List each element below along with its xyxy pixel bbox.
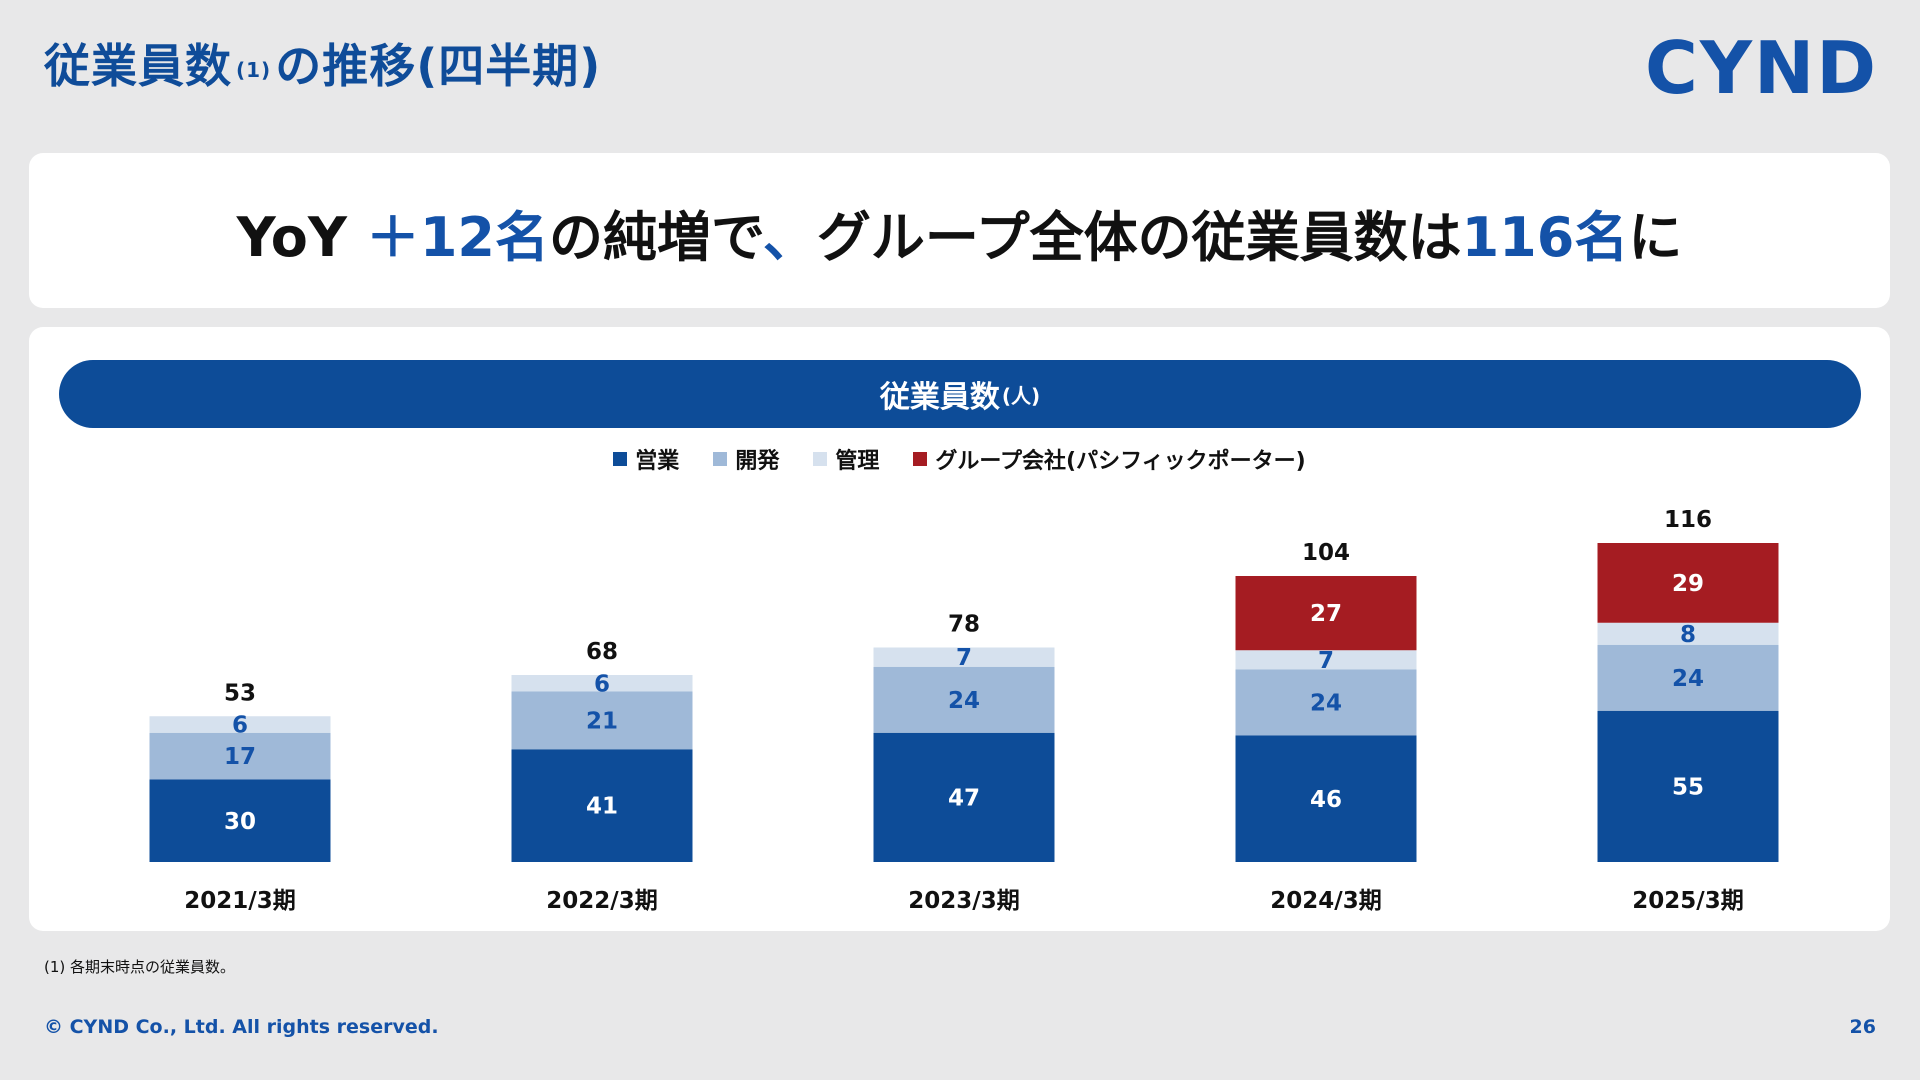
bar-value-label-admin-0: 6 — [232, 713, 248, 739]
headline-part7: に — [1628, 206, 1683, 269]
bar-admin-4 — [1597, 622, 1779, 645]
chart-card: 従業員数 (人) 営業 開発 管理 グループ会社(パシフィックポーター) 30 17… — [29, 327, 1890, 931]
bar-value-label-admin-3: 7 — [1318, 648, 1334, 674]
chart-unit: (人) — [1001, 383, 1041, 408]
bar-value-label-dev-0: 17 — [224, 744, 256, 770]
bar-admin-0 — [149, 716, 331, 733]
page-title: 従業員数 (1)の推移(四半期) — [44, 30, 601, 96]
legend-label-dev: 開発 — [735, 449, 780, 474]
bar-value-label-group-4: 29 — [1672, 571, 1704, 597]
legend-label-admin: 管理 — [835, 449, 880, 474]
headline-yoy-increase: ＋12名 — [365, 206, 549, 269]
bar-sales-1 — [511, 749, 693, 862]
headline-total: 116名 — [1461, 206, 1629, 269]
stacked-bar-chart: 30176532021/3期41216682022/3期47247782023/… — [149, 507, 1779, 914]
legend-swatch-sales — [613, 452, 628, 466]
x-tick-label-2: 2023/3期 — [908, 888, 1019, 914]
legend-swatch-dev — [713, 452, 728, 466]
chart-title-banner: 従業員数 (人) — [59, 360, 1861, 428]
bar-group-3 — [1235, 576, 1417, 651]
copyright: © CYND Co., Ltd. All rights reserved. — [44, 1016, 439, 1038]
legend-item-sales: 営業 — [613, 443, 679, 475]
legend-item-admin: 管理 — [813, 443, 879, 475]
bar-dev-3 — [1235, 669, 1417, 736]
bar-total-label-2: 78 — [948, 612, 980, 638]
bar-dev-2 — [873, 666, 1055, 733]
bar-sales-3 — [1235, 735, 1417, 862]
x-tick-label-3: 2024/3期 — [1270, 888, 1381, 914]
headline-part1: YoY — [236, 206, 348, 269]
bar-dev-1 — [511, 691, 693, 750]
legend-item-group: グループ会社(パシフィックポーター) — [913, 443, 1306, 475]
headline: YoY ＋12名の純増で、グループ全体の従業員数は116名に — [29, 193, 1890, 272]
bar-admin-1 — [511, 675, 693, 692]
legend-item-dev: 開発 — [713, 443, 779, 475]
bar-value-label-dev-1: 21 — [586, 708, 618, 734]
bar-value-label-sales-0: 30 — [224, 809, 256, 835]
legend-label-sales: 営業 — [635, 449, 680, 474]
bar-total-label-4: 116 — [1664, 507, 1712, 533]
bar-value-label-dev-3: 24 — [1310, 691, 1342, 717]
bar-dev-0 — [149, 732, 331, 780]
bar-value-label-group-3: 27 — [1310, 601, 1342, 627]
title-footnote-marker: (1) — [236, 57, 272, 82]
company-logo: CYND — [1645, 26, 1878, 110]
bar-dev-4 — [1597, 644, 1779, 711]
bar-total-label-0: 53 — [224, 680, 256, 706]
headline-part3: の純増で — [548, 206, 763, 269]
page-number: 26 — [1849, 1016, 1876, 1038]
bar-admin-2 — [873, 647, 1055, 667]
bar-sales-4 — [1597, 710, 1779, 862]
bar-sales-0 — [149, 779, 331, 862]
bar-value-label-admin-1: 6 — [594, 671, 610, 697]
headline-comma: 、 — [762, 206, 817, 269]
footnote: (1) 各期末時点の従業員数。 — [44, 958, 236, 976]
bar-value-label-dev-4: 24 — [1672, 666, 1704, 692]
bar-value-label-sales-2: 47 — [948, 785, 980, 811]
x-tick-label-4: 2025/3期 — [1632, 888, 1743, 914]
headline-part5: グループ全体の従業員数は — [816, 206, 1462, 269]
bar-admin-3 — [1235, 650, 1417, 670]
x-tick-label-0: 2021/3期 — [184, 888, 295, 914]
chart-legend: 営業 開発 管理 グループ会社(パシフィックポーター) — [29, 443, 1890, 475]
bar-value-label-sales-4: 55 — [1672, 774, 1704, 800]
legend-swatch-admin — [813, 452, 828, 466]
page-title-main: 従業員数 — [44, 39, 232, 93]
bar-sales-2 — [873, 732, 1055, 862]
bar-total-label-3: 104 — [1302, 540, 1350, 566]
bar-value-label-admin-4: 8 — [1680, 622, 1696, 648]
bar-value-label-sales-3: 46 — [1310, 787, 1342, 813]
bar-group-4 — [1597, 543, 1779, 623]
page-title-rest: の推移(四半期) — [275, 39, 602, 93]
x-tick-label-1: 2022/3期 — [546, 888, 657, 914]
bar-value-label-dev-2: 24 — [948, 688, 980, 714]
bar-value-label-sales-1: 41 — [586, 794, 618, 820]
bar-value-label-admin-2: 7 — [956, 645, 972, 671]
chart-title: 従業員数 — [879, 380, 1000, 415]
legend-swatch-group — [913, 452, 928, 466]
legend-label-group: グループ会社(パシフィックポーター) — [935, 449, 1306, 474]
bar-total-label-1: 68 — [586, 639, 618, 665]
headline-card: YoY ＋12名の純増で、グループ全体の従業員数は116名に — [29, 153, 1890, 308]
